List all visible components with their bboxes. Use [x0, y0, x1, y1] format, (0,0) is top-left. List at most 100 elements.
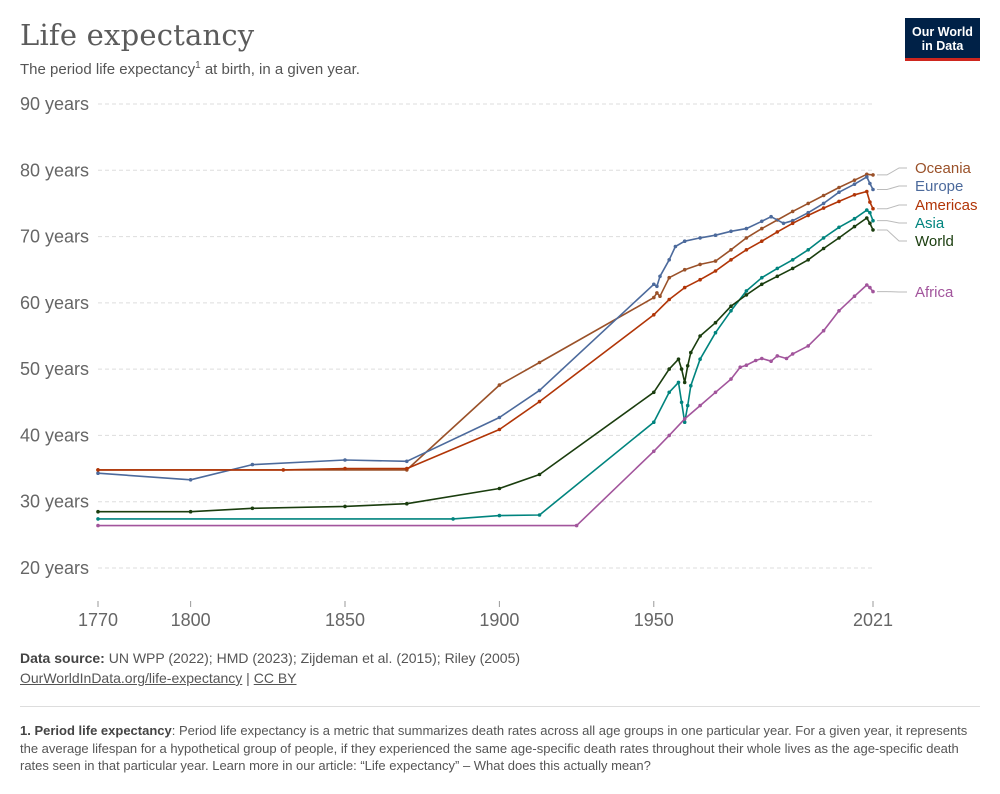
data-point [871, 289, 875, 294]
x-tick-label: 1770 [78, 610, 118, 630]
data-point [729, 258, 733, 262]
data-point [667, 275, 671, 280]
data-point [775, 230, 780, 234]
data-point [760, 356, 764, 361]
data-point [775, 274, 780, 279]
license-link[interactable]: CC BY [253, 670, 297, 686]
data-point [689, 350, 693, 355]
data-point [729, 304, 733, 308]
data-point [667, 258, 671, 262]
data-point [837, 225, 841, 230]
data-point [790, 258, 795, 262]
data-point [729, 248, 733, 252]
data-point [713, 269, 718, 273]
data-point [652, 420, 656, 425]
label-connector [877, 167, 907, 176]
data-point [188, 478, 193, 482]
data-point [821, 206, 826, 210]
data-point [852, 216, 857, 221]
data-point [868, 221, 872, 226]
data-point [652, 449, 656, 454]
data-point [744, 289, 749, 293]
data-point [698, 357, 702, 362]
data-point [871, 206, 875, 211]
y-tick-label: 80 years [20, 160, 89, 180]
label-connector [877, 229, 907, 242]
data-point [790, 221, 795, 226]
data-point [775, 354, 780, 358]
data-point [738, 365, 742, 370]
data-point [871, 218, 875, 223]
data-point [753, 358, 758, 363]
data-point [729, 377, 733, 381]
data-point [676, 380, 681, 385]
data-point [673, 244, 678, 249]
chart-subtitle: The period life expectancy1 at birth, in… [20, 60, 360, 78]
data-point [806, 258, 810, 262]
data-point [405, 466, 409, 471]
data-point [865, 172, 869, 177]
data-point [806, 344, 810, 348]
data-point [769, 359, 773, 364]
data-point [698, 262, 702, 267]
data-point [865, 189, 869, 194]
data-point [729, 229, 733, 234]
data-point [281, 468, 286, 472]
source-text: UN WPP (2022); HMD (2023); Zijdeman et a… [104, 650, 521, 666]
data-point [837, 309, 841, 313]
data-point [689, 383, 693, 388]
data-point [96, 468, 100, 472]
series-label-africa: Africa [915, 284, 954, 301]
series-line-americas [98, 190, 874, 471]
series-line-europe [97, 176, 874, 481]
data-point [497, 415, 502, 420]
chart-title: Life expectancy [20, 18, 255, 52]
data-point [744, 363, 749, 368]
data-point [685, 403, 690, 408]
subtitle-text: The period life expectancy [20, 61, 196, 78]
series-line-africa [98, 284, 874, 527]
series-label-oceania: Oceania [915, 160, 972, 177]
data-point [806, 248, 810, 252]
article-link[interactable]: OurWorldInData.org/life-expectancy [20, 670, 243, 686]
x-tick-label: 1900 [479, 610, 519, 630]
data-point [652, 390, 656, 395]
data-point [405, 459, 409, 464]
data-point [451, 517, 455, 521]
data-point [729, 309, 733, 313]
data-point [676, 357, 681, 362]
data-point [497, 427, 502, 432]
data-point [658, 294, 662, 298]
chart-grid [98, 103, 873, 569]
data-point [852, 294, 857, 298]
data-point [760, 275, 764, 280]
label-connector [877, 204, 907, 210]
data-point [821, 236, 826, 240]
data-point [806, 213, 810, 218]
data-source: Data source: UN WPP (2022); HMD (2023); … [20, 650, 520, 666]
data-point [96, 509, 100, 514]
footnote-text: : Period life expectancy is a metric tha… [20, 723, 968, 773]
data-point [837, 236, 841, 240]
data-point [652, 282, 656, 287]
y-tick-label: 60 years [20, 293, 89, 313]
owid-logo[interactable]: Our World in Data [905, 18, 980, 61]
data-point [655, 291, 659, 295]
data-point [821, 328, 826, 333]
data-point [698, 334, 702, 338]
link-separator: | [242, 670, 254, 686]
data-point [574, 523, 579, 528]
data-point [658, 274, 662, 279]
data-point [775, 266, 780, 271]
y-tick-label: 70 years [20, 227, 89, 247]
data-point [871, 187, 875, 192]
data-point [760, 219, 764, 224]
y-tick-label: 40 years [20, 425, 89, 445]
data-point [784, 356, 789, 361]
data-point [698, 236, 702, 240]
data-point [682, 380, 687, 385]
data-point [821, 201, 826, 206]
y-tick-label: 50 years [20, 359, 89, 379]
data-point [713, 233, 718, 237]
